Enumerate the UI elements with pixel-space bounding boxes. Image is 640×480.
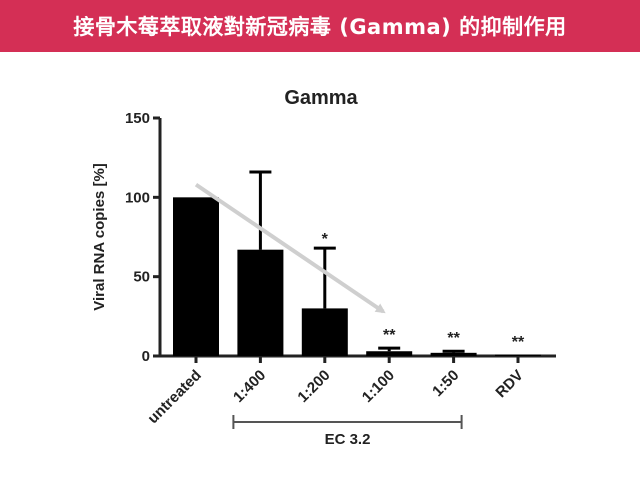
y-tick-label: 150	[125, 110, 150, 127]
category-label: RDV	[492, 367, 526, 401]
category-label: 1:400	[230, 367, 269, 406]
y-tick-label: 0	[142, 348, 150, 365]
significance-mark: *	[322, 231, 329, 248]
bar-1:50	[430, 352, 477, 356]
y-tick-label: 50	[133, 269, 150, 286]
category-label: 1:200	[294, 367, 333, 406]
significance-mark: **	[383, 327, 396, 344]
bar-1:100	[366, 351, 413, 356]
bar-1:200	[301, 308, 348, 356]
bracket-label: EC 3.2	[325, 431, 371, 448]
trend-arrow	[194, 182, 386, 314]
y-axis-label: Viral RNA copies [%]	[91, 163, 108, 311]
significance-mark: **	[447, 330, 460, 347]
y-tick-label: 100	[125, 189, 150, 206]
category-label: 1:50	[429, 367, 462, 400]
page-title: 接骨木莓萃取液對新冠病毒 (Gamma) 的抑制作用	[0, 0, 640, 52]
significance-mark: **	[512, 334, 525, 351]
bar-untreated	[173, 197, 219, 356]
category-label: 1:100	[359, 367, 398, 406]
category-label: untreated	[144, 367, 204, 427]
bar-1:400	[237, 249, 284, 356]
bar-RDV	[495, 354, 541, 356]
chart-title: Gamma	[284, 87, 358, 109]
